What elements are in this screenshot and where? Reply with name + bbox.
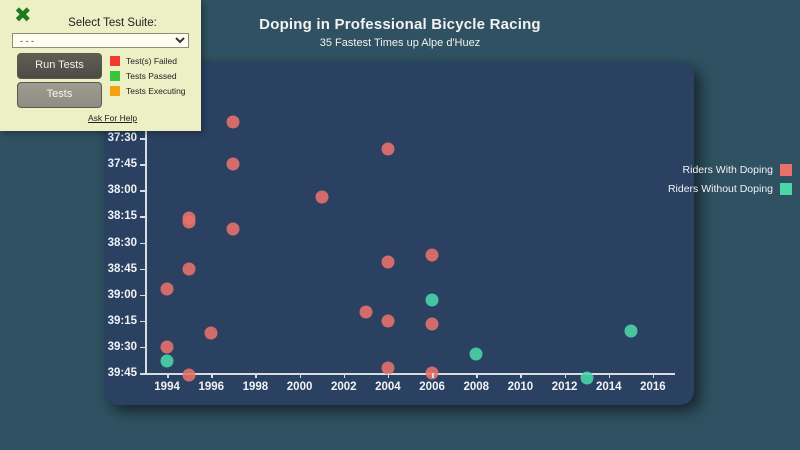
status-swatch — [110, 56, 120, 66]
status-swatch — [110, 86, 120, 96]
x-axis-tick — [520, 373, 522, 378]
x-axis-tick — [652, 373, 655, 378]
x-axis-tick — [564, 373, 567, 378]
data-point[interactable] — [425, 293, 439, 307]
x-axis-tick — [211, 373, 213, 378]
y-axis-tick — [140, 320, 145, 323]
y-axis-tick — [140, 373, 145, 375]
data-point[interactable] — [226, 222, 240, 236]
legend-label: Riders Without Doping — [667, 183, 773, 195]
y-axis-tick-label: 38:00 — [107, 184, 137, 197]
x-axis-tick-label: 2000 — [286, 381, 313, 393]
y-axis-tick-label: 39:30 — [107, 340, 137, 353]
y-axis-tick-label: 39:00 — [107, 288, 137, 301]
data-point[interactable] — [381, 142, 395, 156]
data-point[interactable] — [182, 262, 196, 276]
chart-legend: Riders With Doping Riders Without Doping — [668, 164, 792, 202]
chart-container — [104, 62, 694, 405]
status-legend-label: Tests Executing — [126, 86, 186, 96]
data-point[interactable] — [315, 190, 329, 204]
x-axis-tick-label: 2014 — [595, 381, 622, 393]
close-icon[interactable]: ✖ — [14, 3, 32, 27]
plot-area: 37:1537:3037:4538:0038:1538:3038:4539:00… — [108, 62, 675, 393]
y-axis-tick-label: 38:30 — [107, 236, 137, 249]
data-point[interactable] — [359, 305, 373, 319]
x-axis-line — [145, 373, 675, 375]
data-point[interactable] — [160, 340, 174, 354]
x-axis-tick — [299, 373, 302, 378]
x-axis-tick-label: 2006 — [419, 381, 445, 393]
data-point[interactable] — [624, 324, 638, 338]
status-legend-item: Tests Executing — [110, 86, 186, 96]
ask-for-help-link[interactable]: Ask For Help — [87, 113, 138, 123]
y-axis-line — [145, 112, 147, 374]
legend-label: Riders With Doping — [682, 164, 773, 176]
x-axis-tick-label: 2012 — [551, 381, 578, 393]
x-axis-tick-label: 2002 — [330, 381, 357, 393]
data-point[interactable] — [204, 326, 218, 340]
legend-swatch — [780, 164, 792, 176]
data-point[interactable] — [425, 248, 439, 262]
x-axis-tick — [476, 373, 478, 378]
test-suite-panel: ✖ Select Test Suite: - - - Run Tests Tes… — [0, 0, 201, 131]
x-axis-tick — [608, 373, 611, 378]
data-point[interactable] — [381, 361, 395, 375]
y-axis-tick-label: 39:45 — [107, 367, 137, 379]
y-axis-tick-label: 38:45 — [107, 262, 137, 275]
x-axis-tick-label: 2004 — [375, 381, 401, 393]
x-axis-tick — [387, 373, 390, 378]
x-axis-tick — [343, 373, 346, 378]
y-axis-tick — [140, 242, 145, 244]
data-point[interactable] — [381, 255, 395, 269]
data-point[interactable] — [160, 282, 174, 296]
x-axis-tick-label: 2010 — [507, 381, 534, 393]
panel-heading: Select Test Suite: — [68, 17, 157, 29]
legend-swatch — [780, 183, 792, 195]
x-axis-tick — [167, 373, 169, 378]
data-point[interactable] — [182, 215, 196, 229]
x-axis-tick-label: 2016 — [640, 381, 666, 393]
status-legend: Test(s) Failed Tests Passed Tests Executin… — [110, 56, 186, 101]
data-point[interactable] — [160, 354, 174, 368]
status-legend-label: Tests Passed — [126, 71, 177, 81]
x-axis-tick — [255, 373, 257, 378]
y-axis-tick — [140, 190, 145, 192]
y-axis-tick — [140, 346, 145, 349]
x-axis-tick-label: 1998 — [242, 381, 269, 393]
y-axis-tick-label: 38:15 — [107, 210, 137, 223]
test-suite-select[interactable]: - - - — [12, 33, 189, 48]
y-axis-tick — [140, 164, 145, 166]
data-point[interactable] — [182, 368, 196, 382]
data-point[interactable] — [226, 115, 240, 129]
status-legend-item: Tests Passed — [110, 71, 186, 81]
x-axis-tick-label: 2008 — [463, 381, 490, 393]
data-point[interactable] — [580, 371, 594, 385]
run-tests-button[interactable]: Run Tests — [17, 53, 102, 79]
status-swatch — [110, 71, 120, 81]
status-legend-item: Test(s) Failed — [110, 56, 186, 66]
y-axis-tick — [140, 294, 145, 297]
y-axis-tick — [140, 216, 145, 218]
data-point[interactable] — [425, 317, 439, 331]
y-axis-tick-label: 37:30 — [107, 132, 137, 145]
x-axis-tick-label: 1994 — [154, 381, 180, 393]
data-point[interactable] — [381, 314, 395, 328]
tests-button[interactable]: Tests — [17, 82, 102, 108]
x-axis-tick — [432, 373, 434, 378]
y-axis-tick — [140, 138, 145, 140]
x-axis-tick-label: 1996 — [198, 381, 225, 393]
data-point[interactable] — [469, 347, 483, 361]
legend-item: Riders With Doping — [668, 164, 792, 176]
data-point[interactable] — [226, 157, 240, 171]
legend-item: Riders Without Doping — [668, 183, 792, 195]
y-axis-tick-label: 37:45 — [107, 158, 137, 171]
status-legend-label: Test(s) Failed — [126, 56, 178, 66]
y-axis-tick-label: 39:15 — [107, 314, 137, 327]
y-axis-tick — [140, 268, 145, 271]
